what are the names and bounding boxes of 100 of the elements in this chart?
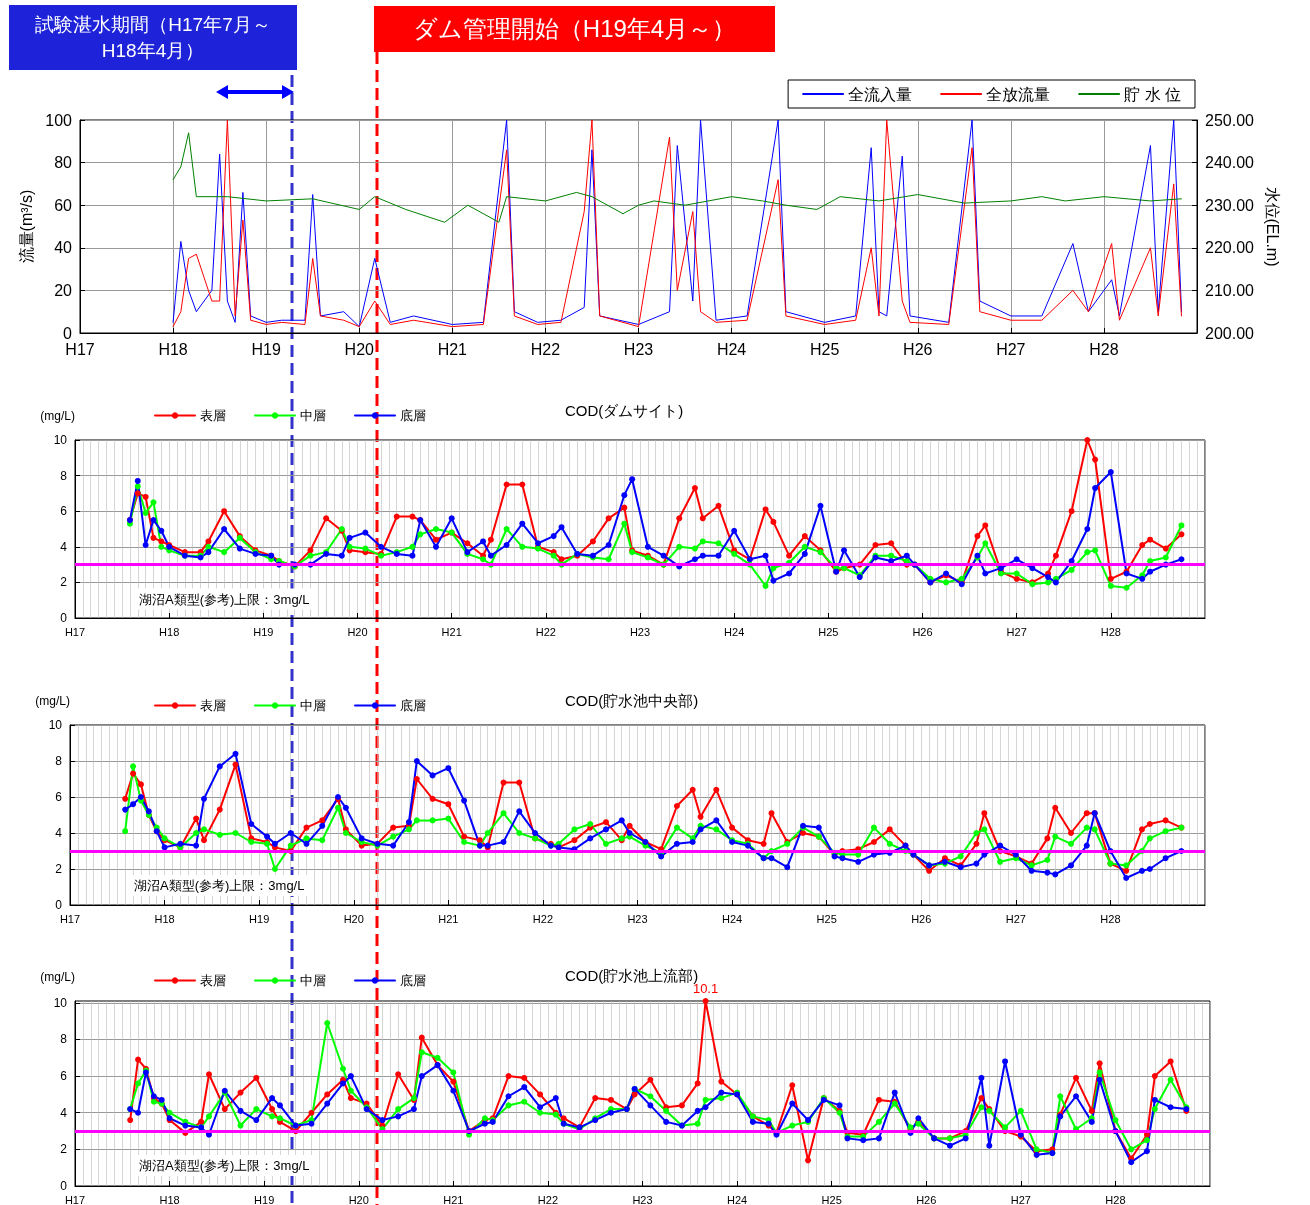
- x-tick-label: H22: [535, 625, 556, 638]
- x-tick-label: H26: [912, 625, 933, 638]
- y-tick-label: 8: [60, 1032, 68, 1047]
- y-tick-label: 4: [60, 539, 68, 554]
- chart-title: COD(ダムサイト): [565, 402, 684, 419]
- y-tick-label: 2: [60, 575, 68, 590]
- y2-tick-label: 250.00: [1205, 111, 1255, 129]
- x-tick-label: H27: [1010, 1193, 1031, 1205]
- y-tick-label: 100: [45, 111, 73, 129]
- y-tick-label: 4: [55, 826, 63, 840]
- legend-label: 表層: [200, 408, 226, 423]
- x-tick-label: H20: [344, 340, 375, 358]
- x-tick-label: H26: [911, 912, 932, 925]
- y2-tick-label: 240.00: [1205, 154, 1255, 172]
- x-tick-label: H24: [721, 912, 743, 925]
- y2-tick-label: 230.00: [1205, 196, 1255, 214]
- x-tick-label: H18: [159, 1193, 180, 1205]
- line-series: [172, 119, 1182, 328]
- x-tick-label: H20: [347, 625, 368, 638]
- y-tick-label: 8: [55, 754, 63, 768]
- y2-tick-label: 220.00: [1205, 239, 1255, 257]
- x-tick-label: H17: [64, 1193, 86, 1205]
- x-tick-label: H25: [821, 1193, 842, 1205]
- text: 試験湛水期間（H17年7月～H18年4月）: [9, 5, 297, 71]
- line-series: [172, 132, 1182, 223]
- y-tick-label: 6: [60, 504, 68, 519]
- ref-line-label: 湖沼A類型(参考)上限：3mg/L: [139, 591, 310, 607]
- x-tick-label: H23: [623, 340, 654, 358]
- x-tick-label: H17: [65, 340, 95, 358]
- chart-title: COD(貯水池上流部): [565, 967, 699, 984]
- y-tick-label: 4: [60, 1105, 68, 1120]
- x-tick-label: H21: [443, 1193, 464, 1205]
- x-tick-label: H27: [1006, 625, 1027, 638]
- y-axis-title: 流量(m³/s): [17, 189, 35, 264]
- x-tick-label: H28: [1105, 1193, 1126, 1205]
- y-tick-label: 60: [54, 196, 73, 214]
- x-tick-label: H18: [158, 340, 188, 358]
- y-tick-label: 10: [48, 718, 63, 732]
- y2-tick-label: 210.00: [1205, 281, 1255, 299]
- x-tick-label: H18: [154, 912, 175, 925]
- x-tick-label: H26: [916, 1193, 937, 1205]
- y2-axis-title: 水位(EL.m): [1264, 186, 1282, 267]
- x-tick-label: H20: [343, 912, 364, 925]
- y-axis-title: (mg/L): [40, 970, 75, 984]
- x-tick-label: H24: [716, 340, 747, 358]
- legend-label: 全放流量: [986, 85, 1051, 103]
- x-tick-label: H20: [348, 1193, 369, 1205]
- x-tick-label: H23: [632, 1193, 653, 1205]
- x-tick-label: H26: [903, 340, 933, 358]
- y-axis-title: (mg/L): [35, 694, 70, 708]
- legend-label: 中層: [300, 973, 326, 988]
- x-tick-label: H25: [809, 340, 840, 358]
- y-tick-label: 2: [55, 862, 63, 876]
- legend-label: 表層: [200, 698, 226, 713]
- x-tick-label: H18: [159, 625, 180, 638]
- x-tick-label: H28: [1100, 912, 1121, 925]
- ref-line-label: 湖沼A類型(参考)上限：3mg/L: [139, 1158, 310, 1174]
- x-tick-label: H22: [537, 1193, 559, 1205]
- legend-label: 中層: [300, 698, 326, 713]
- x-tick-label: H27: [996, 340, 1026, 358]
- ref-line-label: 湖沼A類型(参考)上限：3mg/L: [134, 878, 305, 893]
- x-tick-label: H25: [816, 912, 837, 925]
- y-axis-title: (mg/L): [40, 409, 75, 423]
- x-tick-label: H21: [441, 625, 462, 638]
- x-tick-label: H21: [437, 340, 468, 358]
- y-tick-label: 0: [63, 324, 73, 342]
- x-tick-label: H19: [249, 912, 270, 925]
- x-tick-label: H21: [438, 912, 459, 925]
- legend-label: 底層: [400, 698, 426, 713]
- y-tick-label: 0: [60, 611, 68, 625]
- x-tick-label: H19: [253, 625, 274, 638]
- x-tick-label: H27: [1005, 912, 1026, 925]
- x-tick-label: H28: [1089, 340, 1119, 358]
- x-tick-label: H25: [818, 625, 839, 638]
- x-tick-label: H23: [627, 912, 648, 925]
- x-tick-label: H24: [726, 1193, 748, 1205]
- legend-label: 中層: [300, 408, 326, 423]
- legend-label: 貯 水 位: [1124, 85, 1181, 103]
- x-tick-label: H17: [64, 625, 86, 638]
- x-tick-label: H22: [532, 912, 554, 925]
- y-tick-label: 8: [60, 468, 68, 483]
- x-tick-label: H17: [59, 912, 81, 925]
- x-tick-label: H19: [251, 340, 281, 358]
- y-tick-label: 10: [53, 433, 68, 447]
- y-tick-label: 0: [55, 898, 63, 912]
- legend-label: 全流入量: [848, 85, 913, 103]
- legend-label: 表層: [200, 973, 226, 988]
- y2-tick-label: 200.00: [1205, 324, 1255, 342]
- y-tick-label: 80: [54, 154, 73, 172]
- x-tick-label: H28: [1100, 625, 1121, 638]
- legend-label: 底層: [400, 973, 426, 988]
- y-tick-label: 20: [54, 281, 73, 299]
- x-tick-label: H24: [724, 625, 745, 638]
- y-tick-label: 6: [60, 1069, 68, 1084]
- y-tick-label: 40: [54, 239, 73, 257]
- x-tick-label: H23: [629, 625, 651, 638]
- y-tick-label: 10: [53, 995, 68, 1010]
- chart-title: COD(貯水池中央部): [565, 692, 699, 709]
- x-tick-label: H19: [254, 1193, 275, 1205]
- x-tick-label: H22: [530, 340, 561, 358]
